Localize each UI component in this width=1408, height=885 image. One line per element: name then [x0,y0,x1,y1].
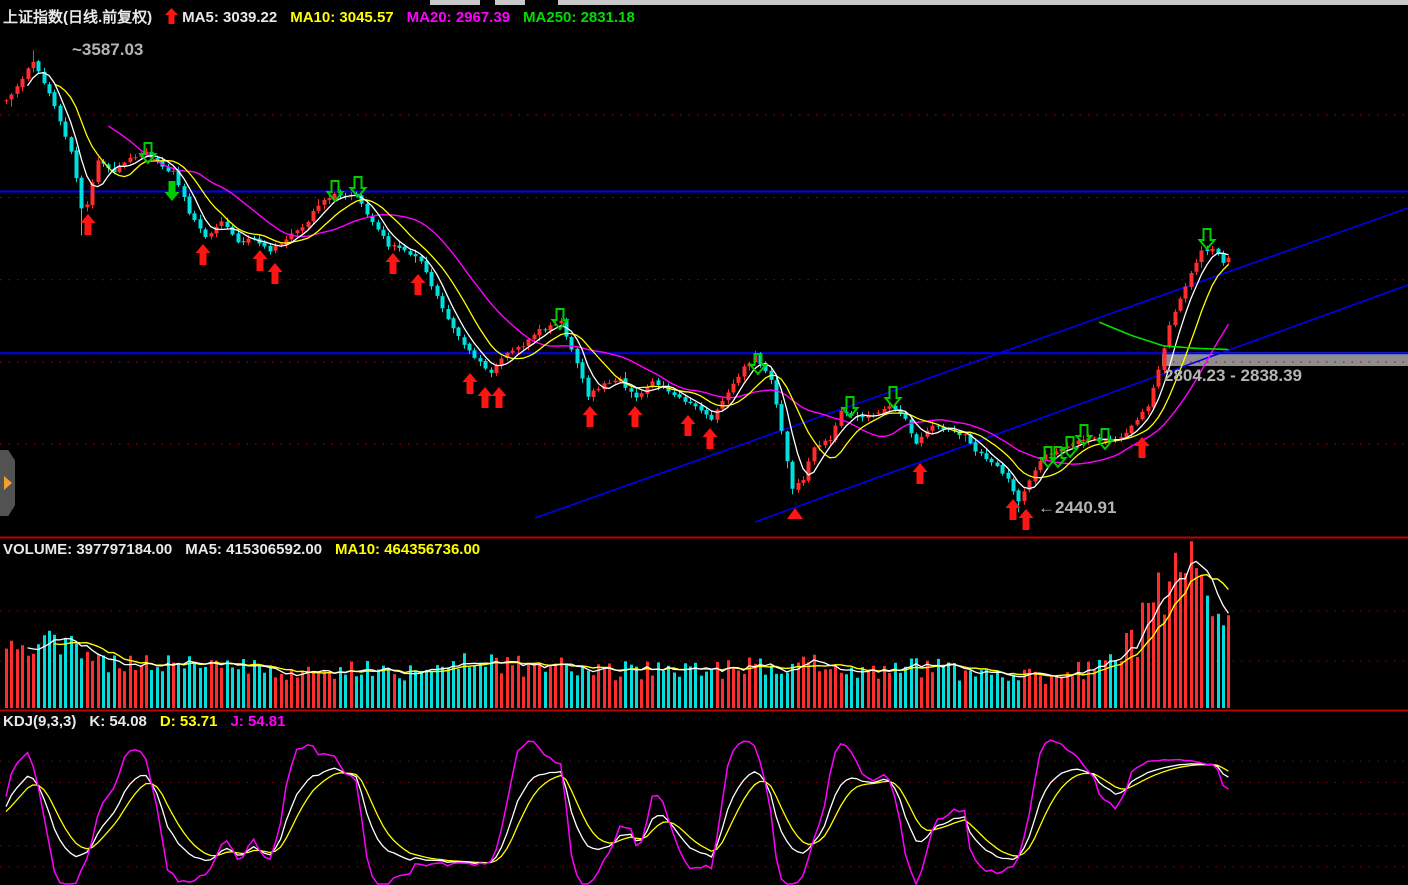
ma5-value: MA5: 3039.22 [182,9,278,26]
buy-signal-arrow [80,214,96,235]
low-price-label: ←2440.91 [1038,498,1117,517]
main-chart-header: 上证指数(日线.前复权) MA5: 3039.22 MA10: 3045.57 MA2… [3,6,648,28]
kdj-grid [0,760,1408,868]
sell-signal-arrow-hollow [550,308,570,331]
buy-signal-arrow [477,387,493,408]
symbol-title: 上证指数(日线.前复权) [3,9,153,26]
selected-range-band[interactable] [1162,352,1408,366]
sell-signal-arrow [164,181,180,201]
buy-signal-arrow [195,244,211,265]
window-titlebar-fragment [558,0,1408,5]
ma20-value: MA20: 2967.39 [406,9,511,26]
signal-arrows [80,142,1217,530]
main-grid [0,114,1408,445]
sell-signal-arrow-hollow [1095,428,1115,451]
window-titlebar-fragment [430,0,480,5]
sell-signal-arrow-hollow [748,353,768,376]
ma250-value: MA250: 2831.18 [523,9,635,26]
kdj-title: KDJ(9,3,3) [3,713,77,730]
sell-signal-arrow-hollow [1060,436,1080,459]
buy-signal-arrow [385,253,401,274]
volume-grid [0,610,1408,662]
sell-signal-arrow-hollow [1038,446,1058,469]
sell-signal-arrow-hollow [1197,228,1217,251]
pane-separators [0,536,1408,712]
volume-ma5-value: MA5: 415306592.00 [185,541,323,558]
sell-signal-arrow-hollow [840,396,860,419]
sell-signal-arrow-hollow [1048,446,1068,469]
buy-signal-arrow [267,263,283,284]
buy-signal-arrow [1018,509,1034,530]
volume-header: VOLUME: 397797184.00 MA5: 415306592.00 MA1… [3,541,493,558]
candlestick-series [4,50,1231,513]
volume-value: VOLUME: 397797184.00 [3,541,173,558]
volume-ma10-value: MA10: 464356736.00 [335,541,481,558]
sell-signal-arrow-hollow [883,386,903,409]
kdj-j-value: J: 54.81 [230,713,286,730]
trend-lines[interactable] [534,207,1408,523]
expand-arrow-icon [3,476,12,490]
buy-signal-arrow [491,387,507,408]
volume-ma-lines [27,560,1229,679]
buy-signal-arrow [1005,499,1021,520]
window-titlebar-fragment [495,0,525,5]
sell-signal-arrow-hollow [325,180,345,203]
sell-signal-arrow-hollow [1074,424,1094,447]
peak-price-label: ~3587.03 [72,40,144,59]
buy-signal-arrow [410,274,426,295]
buy-signal-arrow [680,415,696,436]
range-zone-label: 2804.23 - 2838.39 [1164,366,1303,385]
buy-signal-arrow [462,373,478,394]
sidebar-expand-handle[interactable] [0,450,15,516]
buy-signal-arrow [1134,437,1150,458]
kdj-d-value: D: 53.71 [159,713,218,730]
price-ma-lines [26,72,1230,490]
volume-bars [5,541,1230,708]
buy-signal-arrow [702,428,718,449]
kdj-header: KDJ(9,3,3) K: 54.08 D: 53.71 J: 54.81 [3,713,299,730]
up-arrow-icon [165,8,179,28]
low-marker-triangle [787,508,803,519]
kdj-lines [5,739,1229,885]
buy-signal-arrow [252,250,268,271]
sell-signal-arrow-hollow [348,176,368,199]
sell-signal-arrow-hollow [138,142,158,165]
buy-signal-arrow [912,463,928,484]
ma10-value: MA10: 3045.57 [290,9,394,26]
buy-signal-arrow [627,406,643,427]
kdj-k-value: K: 54.08 [89,713,147,730]
buy-signal-arrow [582,406,598,427]
